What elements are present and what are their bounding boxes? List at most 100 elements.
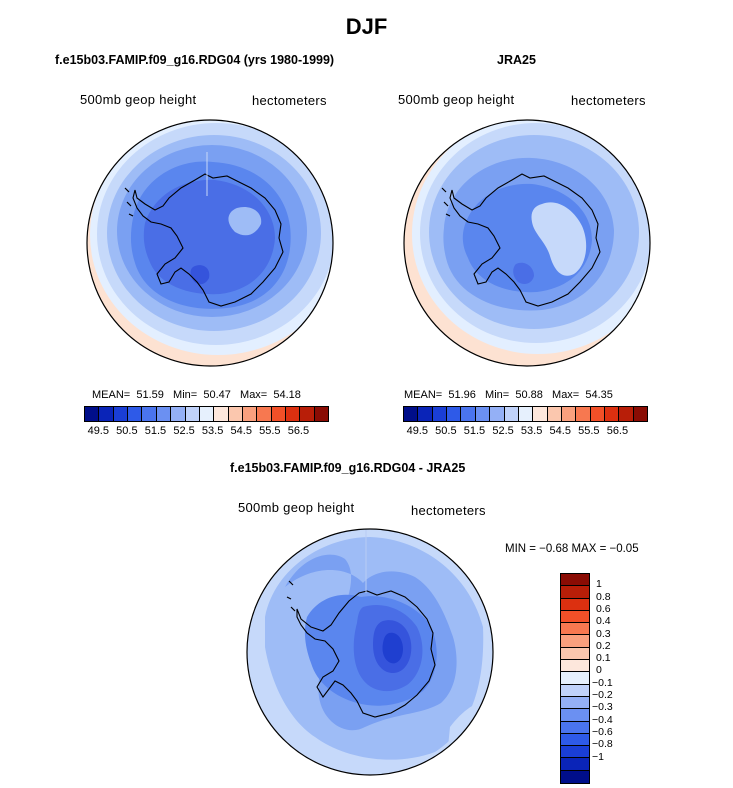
obs-colorbar-tick-label: 51.5 xyxy=(463,425,486,437)
diff-colorbar-swatch xyxy=(561,623,589,636)
model-colorbar-swatch xyxy=(171,407,186,421)
obs-colorbar-swatch xyxy=(633,407,648,421)
diff-colorbar-tick-label: −0.1 xyxy=(592,676,613,689)
model-mean-value: 51.59 xyxy=(136,389,164,401)
obs-colorbar-tick-label: 56.5 xyxy=(606,425,629,437)
antarctica-coastline xyxy=(449,173,601,307)
diff-colorbar-swatch xyxy=(561,770,589,784)
model-colorbar-tick-label: 56.5 xyxy=(287,425,310,437)
map-fill-band-3b xyxy=(531,202,587,276)
obs-colorbar-swatch xyxy=(547,407,562,421)
model-max-value: 54.18 xyxy=(273,389,301,401)
obs-colorbar xyxy=(403,406,648,422)
diff-colorbar-tick-label: 0.2 xyxy=(596,639,611,652)
obs-colorbar-swatch xyxy=(619,407,634,421)
antarctica-coastline xyxy=(132,173,284,307)
diff-colorbar-ticks: 1 0.8 0.6 0.4 0.3 0.2 0.1 0 −0.1 −0.2 −0.3 −0.4 −0.6… xyxy=(592,573,636,785)
peninsula-islands xyxy=(286,580,296,612)
diff-colorbar-swatch xyxy=(561,635,589,648)
diff-colorbar-swatch xyxy=(561,758,589,771)
model-colorbar-swatch xyxy=(185,407,200,421)
obs-units-label: hectometers xyxy=(571,93,646,108)
diff-subtitle: f.e15b03.FAMIP.f09_g16.RDG04 - JRA25 xyxy=(230,461,466,475)
model-subtitle: f.e15b03.FAMIP.f09_g16.RDG04 (yrs 1980-1… xyxy=(55,53,335,67)
model-colorbar-swatch xyxy=(242,407,258,421)
model-colorbar-tick-label: 54.5 xyxy=(230,425,252,437)
obs-polar-map xyxy=(403,119,651,367)
model-units-label: hectometers xyxy=(252,93,327,108)
obs-colorbar-swatch xyxy=(590,407,606,421)
diff-colorbar-tick-label: 0.4 xyxy=(596,615,611,628)
diff-colorbar-swatch xyxy=(561,598,589,611)
model-colorbar-tick-label: 51.5 xyxy=(144,425,167,437)
model-colorbar-swatch xyxy=(314,407,329,421)
obs-colorbar-swatch xyxy=(418,407,433,421)
obs-colorbar-swatch xyxy=(490,407,505,421)
obs-colorbar-swatch xyxy=(561,407,577,421)
obs-colorbar-tick-label: 54.5 xyxy=(549,425,571,437)
model-colorbar-swatch xyxy=(156,407,172,421)
map-border xyxy=(86,119,334,367)
diff-colorbar-tick-label: −0.2 xyxy=(592,689,613,701)
diff-colorbar-swatch xyxy=(561,709,589,722)
obs-colorbar-tick-label: 52.5 xyxy=(492,425,514,437)
model-stats: MEAN= 51.59 Min= 50.47 Max= 54.18 xyxy=(92,389,301,401)
obs-colorbar-swatch xyxy=(533,407,548,421)
diff-colorbar-swatch xyxy=(561,586,589,599)
peninsula-islands xyxy=(441,187,451,217)
antarctica-coastline xyxy=(296,590,436,718)
obs-colorbar-tick-label: 49.5 xyxy=(406,425,428,437)
model-colorbar-swatch xyxy=(99,407,114,421)
diff-colorbar-tick-label: −0.3 xyxy=(592,701,613,714)
diff-colorbar-swatch xyxy=(561,574,589,587)
diff-colorbar-swatch xyxy=(561,721,589,734)
diff-colorbar-swatch xyxy=(561,647,589,661)
diff-colorbar-tick-label: −1 xyxy=(592,750,604,763)
map-fill-band-9 xyxy=(382,632,403,664)
model-colorbar-tick-label: 50.5 xyxy=(116,425,138,437)
obs-subtitle: JRA25 xyxy=(497,53,536,67)
model-colorbar-swatch xyxy=(128,407,143,421)
obs-mean-value: 51.96 xyxy=(448,389,476,401)
diff-minmax: MIN = −0.68 MAX = −0.05 xyxy=(505,543,639,555)
diff-colorbar-tick-label: 0.3 xyxy=(596,627,611,640)
obs-colorbar-swatch xyxy=(447,407,462,421)
diff-colorbar-tick-label: −0.8 xyxy=(592,738,613,751)
obs-colorbar-swatch xyxy=(504,407,519,421)
obs-colorbar-swatch xyxy=(518,407,534,421)
diff-colorbar-swatch xyxy=(561,733,589,747)
diff-colorbar-swatch xyxy=(561,672,589,685)
diff-colorbar-swatch xyxy=(561,746,589,759)
model-colorbar-swatch xyxy=(142,407,157,421)
model-colorbar xyxy=(84,406,329,422)
figure-title: DJF xyxy=(345,14,388,39)
map-border xyxy=(246,528,494,776)
map-fill-band-7 xyxy=(513,262,534,284)
peninsula-islands xyxy=(124,187,134,217)
model-min-value: 50.47 xyxy=(203,389,231,401)
model-colorbar-tick-label: 52.5 xyxy=(173,425,195,437)
obs-stats: MEAN= 51.96 Min= 50.88 Max= 54.35 xyxy=(404,389,613,401)
obs-colorbar-tick-label: 55.5 xyxy=(578,425,600,437)
obs-colorbar-swatch xyxy=(605,407,620,421)
model-colorbar-swatch xyxy=(85,407,100,421)
model-colorbar-tick-label: 49.5 xyxy=(87,425,109,437)
model-colorbar-tick-label: 55.5 xyxy=(259,425,281,437)
model-colorbar-swatch xyxy=(113,407,129,421)
obs-colorbar-swatch xyxy=(461,407,476,421)
obs-max-value: 54.35 xyxy=(585,389,613,401)
map-fill-band-7 xyxy=(143,179,275,295)
diff-colorbar-tick-label: 0.6 xyxy=(596,602,611,615)
obs-colorbar-tick-label: 50.5 xyxy=(435,425,457,437)
model-polar-map xyxy=(86,119,334,367)
obs-colorbar-swatch xyxy=(475,407,491,421)
diff-colorbar xyxy=(560,573,590,785)
map-border xyxy=(403,119,651,367)
model-colorbar-swatch xyxy=(300,407,315,421)
diff-colorbar-tick-label: 1 xyxy=(596,578,602,591)
model-variable-label: 500mb geop height xyxy=(80,92,197,107)
model-colorbar-swatch xyxy=(271,407,287,421)
obs-colorbar-swatch xyxy=(432,407,448,421)
diff-colorbar-tick-label: 0 xyxy=(596,664,602,677)
diff-colorbar-swatch xyxy=(561,660,589,673)
